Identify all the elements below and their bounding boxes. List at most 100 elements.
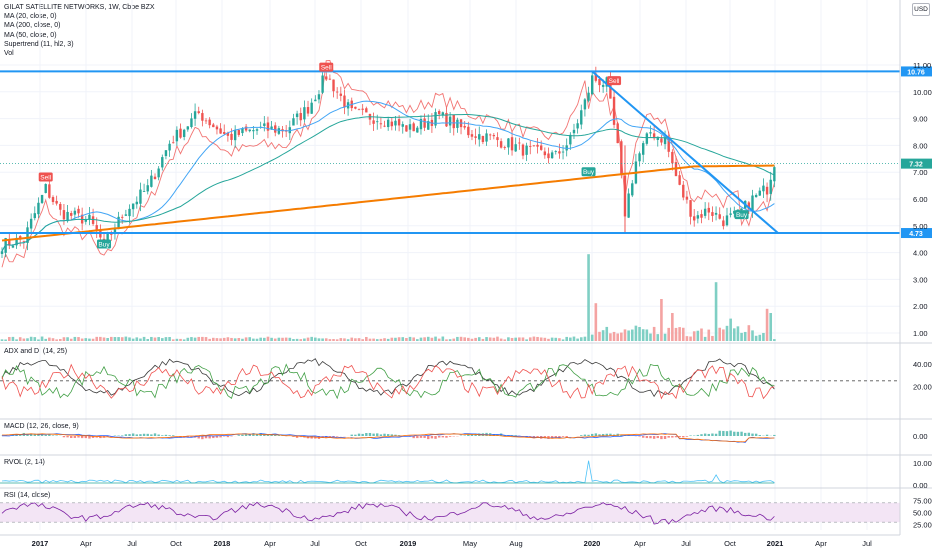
rsi-pane-title[interactable]: RSI (14, close) [4,492,51,499]
candle-body [514,144,517,152]
macd-histogram-bar [470,434,474,436]
volume-bar [306,337,310,341]
legend-supertrend[interactable]: Supertrend (11, hl2, 3) [4,40,74,48]
volume-bar [470,338,474,341]
macd-histogram-bar [219,436,222,438]
candle-body [299,112,302,121]
volume-bar [179,338,182,341]
volume-bar [77,337,80,341]
volume-bar [561,339,565,341]
volume-bar [448,339,452,341]
macd-histogram-bar [372,433,375,436]
candle-body [762,185,765,192]
candle-body [88,214,91,220]
rvol-pane-title[interactable]: RVOL (2, 14) [4,459,45,466]
legend-ma50[interactable]: MA (50, close, 0) [4,31,57,39]
macd-histogram-bar [536,436,539,438]
macd-histogram-bar [255,433,259,436]
macd-histogram-bar [689,435,692,436]
volume-bar [707,329,711,341]
candle-body [561,151,565,153]
candle-body [179,128,182,138]
volume-bar [255,338,259,341]
volume-bar [649,333,652,341]
buy-marker [581,167,596,177]
candle-body [117,216,120,230]
candle-body [510,137,514,151]
candle-body [405,125,408,132]
volume-bar [769,313,773,341]
candle-body [601,84,605,87]
candle-body [33,213,36,219]
candle-body [66,211,69,222]
macd-histogram-bar [128,434,131,436]
macd-histogram-bar [663,436,667,439]
candle-body [452,114,455,129]
volume-bar [612,331,616,341]
volume-bar [361,339,364,341]
macd-pane-title[interactable]: MACD (12, 26, close, 9) [4,423,79,430]
volume-bar [616,333,619,341]
macd-histogram-bar [44,434,47,436]
currency-button[interactable]: USD [912,3,930,16]
price-tick-label: 5.00 [913,222,928,231]
volume-bar [51,338,55,341]
volume-bar [29,336,33,341]
macd-histogram-bar [55,435,58,436]
candle-body [663,137,667,145]
volume-bar [168,337,171,341]
macd-histogram-bar [379,434,383,436]
volume-bar [142,336,146,341]
macd-histogram-bar [212,436,215,439]
candlesticks [0,66,776,259]
candle-body [525,145,528,155]
macd-histogram-bar [354,434,357,436]
candle-body [543,151,547,156]
macd-histogram-bar [121,435,124,436]
candle-body [620,141,623,175]
legend-volume[interactable]: Vol [4,50,14,58]
volume-bar [627,330,630,341]
legend-ma200[interactable]: MA (200, close, 0) [4,22,61,30]
volume-bar [332,339,335,341]
volume-bar [743,331,747,341]
volume-bar [237,338,241,341]
volume-bar [722,329,725,341]
candle-body [303,107,306,120]
volume-bar [80,338,84,341]
legend-ma20[interactable]: MA (20, close, 0) [4,13,57,21]
macd-histogram-bar [620,434,623,436]
candle-body [354,106,357,109]
candle-body [135,201,138,205]
macd-histogram-bar [62,436,66,438]
macd-histogram-bar [638,436,641,437]
candle-body [754,194,758,198]
volume-bar [222,337,226,341]
volume-bar [671,313,674,341]
macd-histogram-bar [671,436,674,438]
volume-bar [700,328,703,341]
candle-body [73,210,77,215]
volume-bar [383,338,386,341]
macd-histogram-bar [168,435,171,436]
candle-body [139,189,142,204]
candle-body [295,113,299,118]
volume-bar [477,337,481,341]
candle-body [84,219,87,222]
downtrend-line [591,70,779,234]
buy-label: Buy [98,242,110,249]
price-tick-label: 8.00 [913,141,928,150]
adx-pane-title[interactable]: ADX and DI (14, 25) [4,348,68,355]
volume-bar [463,337,466,341]
macd-histogram-bar [397,435,401,436]
macd-histogram-bar [427,436,430,440]
volume-bar [645,329,649,341]
time-tick-label: 2017 [32,539,49,548]
candle-body [263,123,266,126]
candle-body [292,118,295,126]
volume-bar [131,338,135,341]
candle-body [550,152,554,159]
macd-histogram-bar [733,431,736,436]
macd-histogram-bar [554,436,557,438]
